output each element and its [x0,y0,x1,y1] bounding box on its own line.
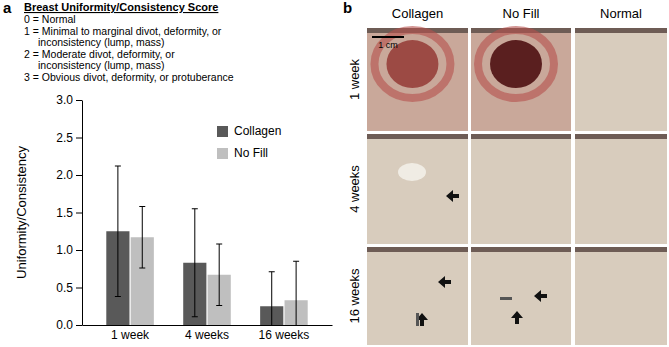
figure: a b Breast Uniformity/Consistency Score0 =… [0,0,669,347]
photo [575,247,667,345]
photo [367,134,468,244]
photo-skin-edge [575,28,667,33]
photo-skin-edge [575,247,667,252]
key-line: 3 = Obvious divot, deformity, or protube… [24,71,234,83]
photo-wound-rim [478,30,554,98]
tick-label: 1 week [111,328,150,342]
legend-swatch [217,126,228,137]
tick: 16 weeks [259,328,310,342]
photo-wound [490,40,542,88]
tick: 1 week [111,328,150,342]
axis-line [83,325,333,326]
error-bar [216,244,222,306]
photo-wound-rim [374,30,450,98]
tick-label: 1.5 [56,206,73,220]
legend-label: Collagen [234,124,281,138]
photo-skin-edge [367,134,468,139]
legend-label: No Fill [234,146,268,160]
tick-label: 1.0 [56,243,73,257]
tick: 4 weeks [185,328,229,342]
tick-mark [76,175,82,176]
tick-label: 16 weeks [259,328,310,342]
tick: 2.0 [56,168,82,182]
key-title: Breast Uniformity/Consistency Score [24,1,218,13]
arrow [511,311,523,324]
column-header: Collagen [392,6,443,21]
key-line: 1 = Minimal to marginal divot, deformity… [24,25,222,37]
scale-bar-label: 1 cm [378,40,398,50]
error-bar [192,209,198,317]
error-bar [269,272,275,325]
tick-label: 4 weeks [185,328,229,342]
scale-bar [372,36,404,38]
photo-skin-edge [575,134,667,139]
tick: 2.5 [56,131,82,145]
tick-label: 3.0 [56,93,73,107]
tick: 0.0 [56,318,82,332]
photo [471,134,571,244]
axis-line [82,101,83,326]
photos [367,28,667,345]
arrow [438,276,451,288]
arrow [416,313,428,326]
tick: 1.0 [56,243,82,257]
tick-label: 0.5 [56,281,73,295]
tick-mark [76,213,82,214]
tick-mark [76,100,82,101]
photo [471,28,571,131]
photo [367,247,468,345]
tick-mark [76,288,82,289]
key-line: inconsistency (lump, mass) [38,59,165,71]
tick-label: 2.5 [56,131,73,145]
row-header: 16 weeks [347,268,362,323]
tick-mark [76,325,82,326]
legend: Collagen No Fill [217,124,281,160]
arrow [446,190,459,202]
photo [471,247,571,345]
photo-lesion [398,163,426,181]
legend-swatch [217,148,228,159]
x-axis: 1 week 4 weeks 16 weeks [83,326,333,342]
error-bar [139,207,145,269]
tick-mark [76,250,82,251]
photo-suture [416,313,419,326]
tick-label: 0.0 [56,318,73,332]
tick: 1.5 [56,206,82,220]
error-bar [115,166,121,297]
photo-suture [500,297,512,300]
panel-label: b [343,0,352,16]
photo [575,134,667,244]
tick-mark [76,138,82,139]
photo-skin-edge [471,247,571,252]
tick: 0.5 [56,281,82,295]
photo [575,28,667,131]
tick-label: 2.0 [56,168,73,182]
tick: 3.0 [56,93,82,107]
column-header: Normal [600,6,642,21]
y-axis-title: Uniformity/Consistency [14,146,29,279]
arrow [534,290,547,302]
key-line: 0 = Normal [24,13,76,25]
plot-area [106,166,307,325]
row-header: 4 weeks [347,165,362,213]
column-header: No Fill [503,6,540,21]
y-axis: 0.0 0.5 1.0 1.5 2.0 2.5 3.0 [56,93,82,332]
photo-skin-edge [471,134,571,139]
photo [367,28,468,131]
row-header: 1 week [347,58,362,100]
panel-label: a [3,0,12,16]
key-line: inconsistency (lump, mass) [38,36,165,48]
error-bar [293,261,299,325]
photo-skin-edge [367,247,468,252]
key-line: 2 = Moderate divot, deformity, or [24,48,175,60]
